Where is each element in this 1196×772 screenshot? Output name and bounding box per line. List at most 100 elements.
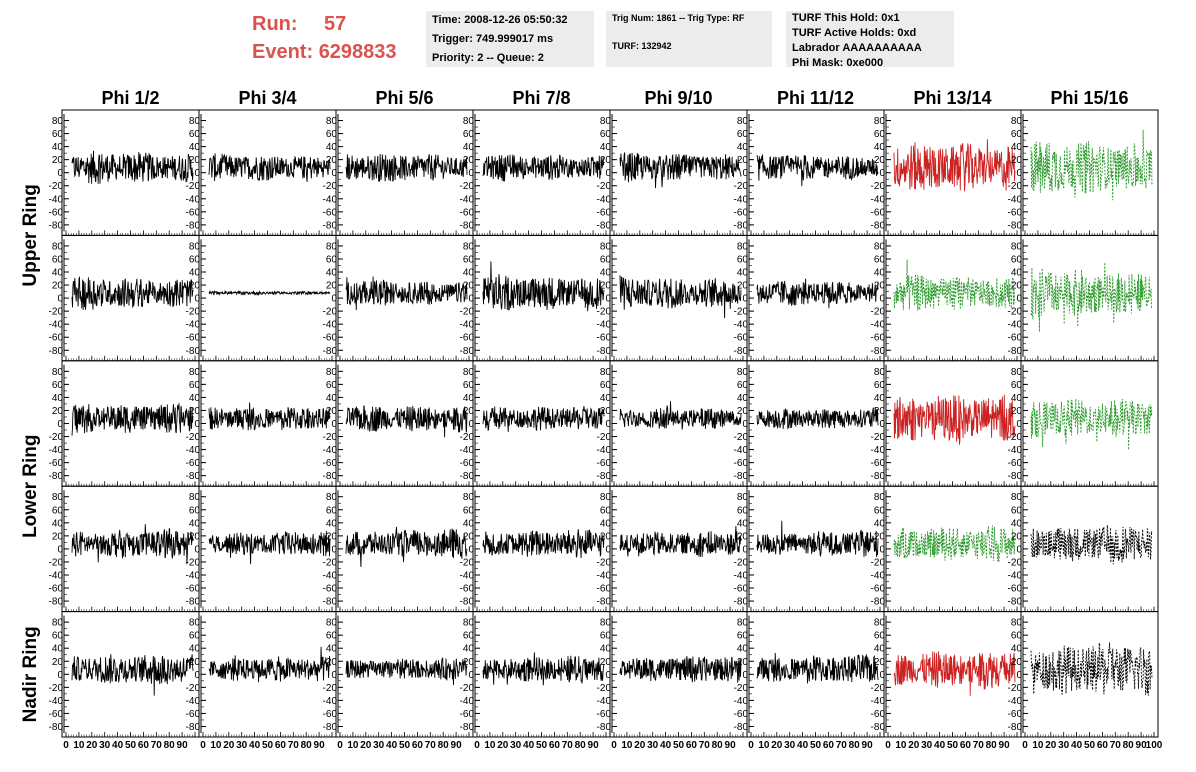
y-tick-label: 40 [326, 518, 338, 529]
y-tick-label: 0 [194, 670, 200, 681]
waveform-trace [208, 646, 331, 683]
y-tick-label: -40 [597, 320, 612, 331]
y-tick-label: 20 [326, 281, 338, 292]
waveform-trace [756, 278, 879, 309]
turf-active-holds-text: TURF Active Holds: 0xd [792, 27, 917, 39]
x-tick-label: 70 [151, 740, 163, 751]
waveform-trace [71, 524, 194, 565]
y-tick-label: 40 [737, 518, 749, 529]
ring-label-upper-ring: Upper Ring [20, 184, 41, 286]
y-tick-label: 0 [879, 168, 885, 179]
y-tick-label: 0 [468, 544, 474, 555]
y-tick-label: 0 [1016, 419, 1022, 430]
y-tick-label: 0 [879, 419, 885, 430]
y-tick-label: -60 [1008, 709, 1023, 720]
y-tick-label: 60 [189, 254, 201, 265]
x-tick-label: 50 [810, 740, 822, 751]
x-tick-label: 20 [497, 740, 509, 751]
y-tick-label: 20 [463, 657, 475, 668]
y-tick-label: 40 [737, 268, 749, 279]
y-tick-label: -20 [871, 432, 886, 443]
y-tick-label: 80 [1011, 492, 1023, 503]
y-tick-label: -20 [871, 181, 886, 192]
waveform-trace [1030, 129, 1153, 201]
y-tick-label: 0 [1016, 168, 1022, 179]
y-tick-label: 20 [1011, 155, 1023, 166]
y-tick-label: 60 [600, 254, 612, 265]
y-tick-label: 20 [600, 281, 612, 292]
y-tick-label: -40 [323, 194, 338, 205]
y-tick-label: -80 [871, 597, 886, 608]
waveform-trace [893, 139, 1016, 192]
y-tick-label: -20 [186, 557, 201, 568]
x-tick-label: 30 [99, 740, 111, 751]
waveform-trace [482, 154, 605, 182]
y-tick-label: 80 [189, 492, 201, 503]
y-tick-label: -40 [1008, 696, 1023, 707]
y-tick-label: 60 [600, 631, 612, 642]
x-tick-label: 50 [947, 740, 959, 751]
y-tick-label: 80 [52, 618, 64, 629]
y-tick-label: -20 [734, 307, 749, 318]
y-tick-label: -60 [734, 207, 749, 218]
y-tick-label: 40 [326, 268, 338, 279]
waveform-trace [482, 529, 605, 559]
x-tick-label: 10 [895, 740, 907, 751]
y-tick-label: 60 [52, 129, 64, 140]
y-tick-label: 80 [463, 618, 475, 629]
y-tick-label: -80 [186, 471, 201, 482]
y-tick-label: 40 [463, 393, 475, 404]
y-tick-label: 80 [326, 241, 338, 252]
x-tick-label: 10 [73, 740, 85, 751]
y-tick-label: 20 [326, 531, 338, 542]
y-tick-label: 40 [874, 142, 886, 153]
y-tick-label: -60 [871, 207, 886, 218]
waveform-trace [482, 406, 605, 432]
y-tick-label: -20 [460, 432, 475, 443]
x-tick-label: 50 [673, 740, 685, 751]
y-tick-label: 40 [52, 268, 64, 279]
y-tick-label: 20 [189, 406, 201, 417]
y-tick-label: 60 [1011, 380, 1023, 391]
y-tick-label: 80 [189, 241, 201, 252]
y-tick-label: 0 [194, 294, 200, 305]
x-tick-label: 40 [660, 740, 672, 751]
y-tick-label: -40 [597, 570, 612, 581]
y-tick-label: -20 [49, 307, 64, 318]
y-tick-label: 60 [1011, 631, 1023, 642]
y-tick-label: 0 [468, 294, 474, 305]
y-tick-label: -40 [1008, 445, 1023, 456]
y-tick-label: -60 [186, 458, 201, 469]
y-tick-label: 40 [463, 644, 475, 655]
waveform-trace [345, 526, 468, 567]
y-tick-label: 60 [52, 380, 64, 391]
y-tick-label: 60 [463, 380, 475, 391]
y-tick-label: -80 [49, 471, 64, 482]
x-tick-label: 60 [686, 740, 698, 751]
y-tick-label: -40 [49, 320, 64, 331]
y-tick-label: 40 [189, 142, 201, 153]
y-tick-label: 80 [52, 367, 64, 378]
y-tick-label: -20 [597, 307, 612, 318]
y-tick-label: 60 [463, 254, 475, 265]
y-tick-label: 20 [189, 155, 201, 166]
x-tick-label: 10 [621, 740, 633, 751]
y-tick-label: -60 [323, 458, 338, 469]
y-tick-label: -60 [871, 458, 886, 469]
y-tick-label: -80 [597, 722, 612, 733]
y-tick-label: -40 [49, 445, 64, 456]
y-tick-label: -20 [1008, 181, 1023, 192]
x-tick-label: 70 [1110, 740, 1122, 751]
y-tick-label: 40 [600, 644, 612, 655]
y-tick-label: 80 [737, 492, 749, 503]
y-tick-label: 40 [52, 518, 64, 529]
y-tick-label: -40 [186, 194, 201, 205]
y-tick-label: -40 [460, 445, 475, 456]
y-tick-label: -20 [460, 307, 475, 318]
y-tick-label: 80 [600, 241, 612, 252]
x-tick-label: 70 [836, 740, 848, 751]
y-tick-label: -20 [871, 557, 886, 568]
x-tick-label: 30 [510, 740, 522, 751]
y-tick-label: 80 [600, 367, 612, 378]
waveform-trace [756, 154, 879, 187]
